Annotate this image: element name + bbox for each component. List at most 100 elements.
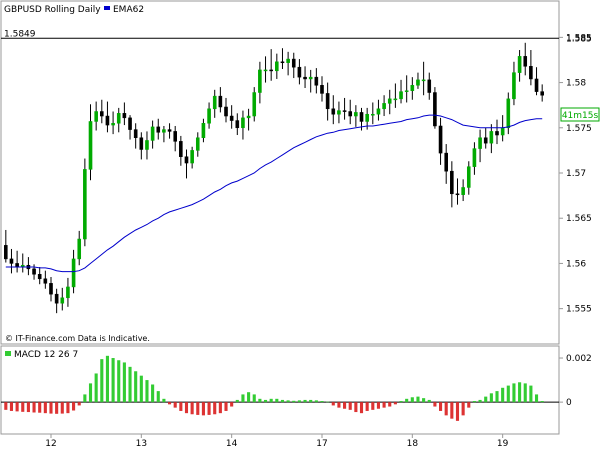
macd-bar	[450, 402, 454, 419]
candle-body	[133, 129, 138, 138]
candle-body	[207, 108, 211, 124]
macd-label: MACD 12 26 7	[14, 350, 78, 360]
time-tick-label: 12	[45, 439, 56, 449]
macd-bar	[252, 394, 256, 403]
macd-bar	[410, 397, 414, 403]
candle-body	[60, 297, 65, 304]
macd-bar	[263, 399, 268, 403]
macd-bar	[230, 402, 234, 407]
price-panel	[0, 0, 560, 345]
macd-bar	[280, 399, 285, 403]
macd-bar	[151, 384, 155, 403]
candle-body	[370, 113, 375, 116]
macd-bar	[15, 402, 19, 412]
candle-body	[218, 95, 223, 108]
macd-bar	[122, 362, 126, 403]
data-notice-text: IT-Finance.com Data is Indicative.	[16, 334, 150, 343]
candle-body	[348, 111, 353, 117]
macd-bar	[297, 400, 301, 403]
candle-body	[122, 113, 127, 119]
macd-axis-ticks: 0.002 0	[559, 354, 592, 408]
macd-bar	[303, 399, 307, 403]
macd-bar	[314, 400, 318, 403]
data-notice: © IT-Finance.com Data is Indicative.	[5, 334, 150, 343]
candle-body	[286, 58, 290, 63]
macd-bar	[43, 402, 47, 414]
macd-legend-swatch	[5, 351, 11, 356]
candle-body	[523, 56, 528, 67]
candle-body	[534, 78, 539, 92]
candle-body	[150, 126, 155, 141]
macd-bar	[534, 394, 539, 403]
macd-bar	[173, 402, 177, 408]
candle-body	[195, 137, 200, 151]
macd-tick-label: 0.002	[566, 354, 592, 364]
macd-bar	[190, 402, 194, 415]
candle-body	[173, 131, 178, 142]
candle-body	[9, 258, 14, 264]
candle-body	[66, 286, 70, 299]
candle-body	[156, 126, 161, 133]
macd-bar	[388, 402, 392, 407]
macd-bar	[218, 402, 222, 414]
macd-bar	[49, 402, 53, 414]
macd-bar	[105, 355, 110, 403]
macd-bar	[472, 401, 476, 403]
candle-body	[461, 187, 465, 195]
macd-bar	[258, 398, 262, 403]
price-line-axis-label: 1.585	[566, 34, 592, 44]
candle-body	[83, 169, 87, 240]
candle-body	[376, 108, 381, 115]
candle-body	[512, 72, 516, 100]
macd-bar	[72, 402, 76, 411]
candle-body	[235, 120, 240, 129]
macd-bar	[326, 401, 330, 403]
macd-bar	[489, 393, 493, 403]
candle-body	[263, 69, 268, 72]
candle-body	[331, 108, 336, 115]
candle-body	[393, 98, 398, 101]
candle-body	[297, 66, 302, 78]
candle-body	[320, 85, 324, 94]
candle-body	[212, 95, 217, 110]
macd-bar	[354, 402, 358, 413]
macd-bar	[438, 402, 443, 411]
macd-bar	[416, 396, 420, 403]
candle-body	[489, 131, 494, 144]
macd-bar	[478, 399, 482, 403]
candle-body	[184, 156, 189, 164]
candle-body	[71, 258, 76, 288]
candle-body	[99, 111, 104, 117]
candle-body	[421, 79, 426, 82]
macd-bar	[309, 399, 313, 403]
candle-body	[500, 127, 505, 136]
macd-bar	[100, 359, 104, 403]
macd-bar	[433, 402, 437, 407]
candle-body	[105, 115, 110, 126]
candle-body	[359, 112, 364, 122]
macd-bar	[393, 402, 397, 405]
price-tick-label: 1.565	[566, 214, 592, 224]
time-tick-label: 19	[497, 439, 509, 449]
macd-bar	[134, 371, 138, 403]
macd-bar	[111, 358, 115, 403]
macd-bar	[167, 402, 172, 405]
macd-bar	[38, 402, 42, 413]
candle-body	[382, 103, 386, 110]
macd-bar	[405, 398, 409, 403]
candle-body	[94, 111, 98, 122]
macd-bar	[145, 380, 149, 403]
macd-bar	[235, 399, 239, 403]
candle-body	[455, 193, 460, 196]
time-tick-label: 17	[316, 439, 327, 449]
candle-body	[438, 125, 443, 154]
macd-bar	[376, 402, 381, 409]
candle-body	[77, 238, 82, 260]
candlestick-series	[4, 42, 544, 314]
macd-bar	[399, 401, 403, 403]
price-tick-label: 1.57	[566, 169, 586, 179]
candle-body	[49, 283, 53, 295]
macd-histogram	[1, 355, 559, 421]
candle-body	[224, 106, 228, 117]
candle-body	[399, 91, 403, 100]
